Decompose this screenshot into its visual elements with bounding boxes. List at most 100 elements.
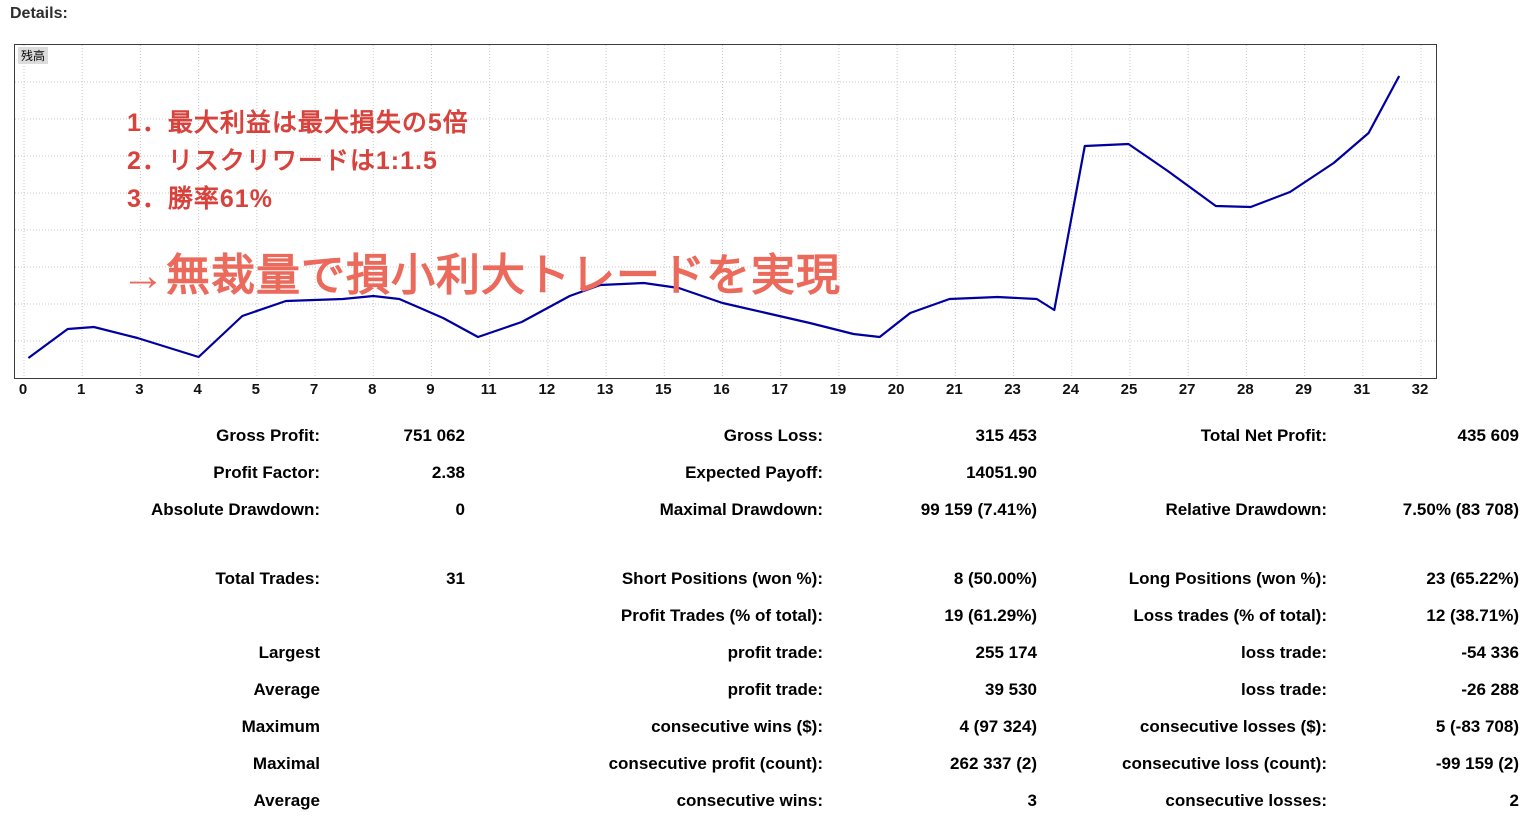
stat-value-col2: 19 (61.29%) xyxy=(944,605,1037,625)
stat-label-col1: Gross Profit: xyxy=(216,425,320,445)
stat-value-col1: 31 xyxy=(446,568,465,588)
stat-label-col2: profit trade: xyxy=(727,642,823,662)
x-tick-label: 21 xyxy=(945,381,963,398)
annotation-line-1: 1．最大利益は最大損失の5倍 xyxy=(127,109,469,137)
x-tick-label: 4 xyxy=(193,381,202,398)
stat-label-col2: consecutive profit (count): xyxy=(608,753,823,773)
stat-label-col1: Profit Factor: xyxy=(213,462,320,482)
x-tick-label: 12 xyxy=(538,381,556,398)
x-tick-label: 24 xyxy=(1062,381,1080,398)
stat-value-col3: 23 (65.22%) xyxy=(1426,568,1519,588)
stats-group: Gross Profit: 751 062 Gross Loss: 315 45… xyxy=(0,417,1538,528)
x-tick-label: 1 xyxy=(77,381,86,398)
stat-label-col2: consecutive wins ($): xyxy=(651,716,823,736)
stat-value-col3: 5 (-83 708) xyxy=(1435,716,1519,736)
stat-value-col2: 8 (50.00%) xyxy=(953,568,1037,588)
x-tick-label: 32 xyxy=(1411,381,1429,398)
x-tick-label: 9 xyxy=(426,381,435,398)
stat-value-col3: 7.50% (83 708) xyxy=(1402,499,1519,519)
x-tick-label: 0 xyxy=(18,381,28,398)
stats-row: Average profit trade: 39 530 loss trade:… xyxy=(0,671,1538,708)
x-tick-label: 11 xyxy=(480,381,497,398)
x-tick-label: 17 xyxy=(771,381,789,398)
annotation-line-3: 3．勝率61% xyxy=(127,185,273,213)
stat-label-col1: Total Trades: xyxy=(215,568,320,588)
stat-value-col2: 14051.90 xyxy=(966,462,1037,482)
stat-value-col3: -26 288 xyxy=(1461,679,1519,699)
x-tick-label: 15 xyxy=(654,381,672,398)
stat-label-col3: Long Positions (won %): xyxy=(1128,568,1327,588)
stat-label-col3: Loss trades (% of total): xyxy=(1133,605,1327,625)
stat-label-col2: profit trade: xyxy=(727,679,823,699)
stat-label-col2: Short Positions (won %): xyxy=(621,568,823,588)
stat-value-col2: 3 xyxy=(1027,790,1037,810)
stat-label-col2: consecutive wins: xyxy=(676,790,823,810)
stat-label-col2: Expected Payoff: xyxy=(685,462,823,482)
x-tick-label: 31 xyxy=(1353,381,1371,398)
stat-value-col3: -99 159 (2) xyxy=(1435,753,1519,773)
stat-label-col3: loss trade: xyxy=(1241,679,1327,699)
stat-label-col1: Average xyxy=(253,679,320,699)
stat-value-col2: 262 337 (2) xyxy=(950,753,1037,773)
stats-row: Gross Profit: 751 062 Gross Loss: 315 45… xyxy=(0,417,1538,454)
stat-value-col1: 0 xyxy=(455,499,465,519)
stat-label-col1: Maximum xyxy=(241,716,320,736)
stats-row: Profit Factor: 2.38 Expected Payoff: 140… xyxy=(0,454,1538,491)
stat-label-col2: Gross Loss: xyxy=(723,425,823,445)
stats-row: Absolute Drawdown: 0 Maximal Drawdown: 9… xyxy=(0,491,1538,528)
x-tick-label: 25 xyxy=(1120,381,1138,398)
annotation-headline: →無裁量で損小利大トレードを実現 xyxy=(121,251,841,300)
stat-label-col3: consecutive loss (count): xyxy=(1122,753,1327,773)
stats-row: Total Trades: 31 Short Positions (won %)… xyxy=(0,560,1538,597)
stat-label-col1: Absolute Drawdown: xyxy=(150,499,320,519)
balance-curve xyxy=(27,75,1401,359)
stat-label-col3: consecutive losses: xyxy=(1165,790,1327,810)
chart-x-axis: 0 1 3 4 5 7 8 9 11 12 13 15 16 17 19 20 21 23 24 25 27 28 29 31… xyxy=(14,381,1437,401)
x-tick-label: 20 xyxy=(887,381,905,398)
balance-curve-svg xyxy=(15,45,1436,378)
stat-label-col3: loss trade: xyxy=(1241,642,1327,662)
x-tick-label: 8 xyxy=(368,381,377,398)
x-tick-label: 29 xyxy=(1295,381,1312,398)
stats-group: Total Trades: 31 Short Positions (won %)… xyxy=(0,560,1538,819)
stat-value-col3: -54 336 xyxy=(1461,642,1519,662)
stat-value-col2: 39 530 xyxy=(985,679,1037,699)
x-tick-label: 19 xyxy=(829,381,847,398)
chart-plot-area: 残高 1．最大利益は最大損失の5倍 2．リスクリワードは1:1.5 3．勝率61… xyxy=(14,44,1437,379)
x-tick-label: 23 xyxy=(1004,381,1021,398)
x-tick-label: 3 xyxy=(135,381,144,398)
stats-row: Largest profit trade: 255 174 loss trade… xyxy=(0,634,1538,671)
stat-label-col3: consecutive losses ($): xyxy=(1139,716,1327,736)
stat-value-col2: 315 453 xyxy=(975,425,1037,445)
stat-value-col2: 255 174 xyxy=(975,642,1037,662)
x-tick-label: 5 xyxy=(251,381,260,398)
balance-chart: 残高 1．最大利益は最大損失の5倍 2．リスクリワードは1:1.5 3．勝率61… xyxy=(14,44,1437,402)
stat-value-col1: 2.38 xyxy=(431,462,465,482)
x-tick-label: 7 xyxy=(309,381,319,398)
x-tick-label: 13 xyxy=(596,381,614,398)
x-tick-label: 28 xyxy=(1237,381,1254,398)
stat-value-col2: 99 159 (7.41%) xyxy=(920,499,1037,519)
chart-y-axis-label: 残高 xyxy=(18,47,49,64)
stat-label-col1: Largest xyxy=(258,642,320,662)
stat-value-col3: 12 (38.71%) xyxy=(1426,605,1519,625)
stat-label-col1: Maximal xyxy=(252,753,320,773)
stat-label-col1: Average xyxy=(253,790,320,810)
stat-label-col3: Total Net Profit: xyxy=(1200,425,1327,445)
stats-row: Maximum consecutive wins ($): 4 (97 324)… xyxy=(0,708,1538,745)
x-tick-label: 16 xyxy=(713,381,730,398)
annotation-line-2: 2．リスクリワードは1:1.5 xyxy=(127,147,438,175)
stat-value-col3: 435 609 xyxy=(1457,425,1519,445)
stat-label-col2: Maximal Drawdown: xyxy=(659,499,823,519)
stats-row: Maximal consecutive profit (count): 262 … xyxy=(0,745,1538,782)
stats-row: Profit Trades (% of total): 19 (61.29%) … xyxy=(0,597,1538,634)
details-heading: Details: xyxy=(10,5,68,22)
stat-value-col1: 751 062 xyxy=(403,425,465,445)
stat-value-col3: 2 xyxy=(1509,790,1519,810)
stat-label-col2: Profit Trades (% of total): xyxy=(620,605,823,625)
stat-value-col2: 4 (97 324) xyxy=(959,716,1038,736)
x-tick-label: 27 xyxy=(1178,381,1196,398)
stat-label-col3: Relative Drawdown: xyxy=(1165,499,1327,519)
stats-table: Gross Profit: 751 062 Gross Loss: 315 45… xyxy=(0,417,1538,819)
stats-row: Average consecutive wins: 3 consecutive … xyxy=(0,782,1538,819)
